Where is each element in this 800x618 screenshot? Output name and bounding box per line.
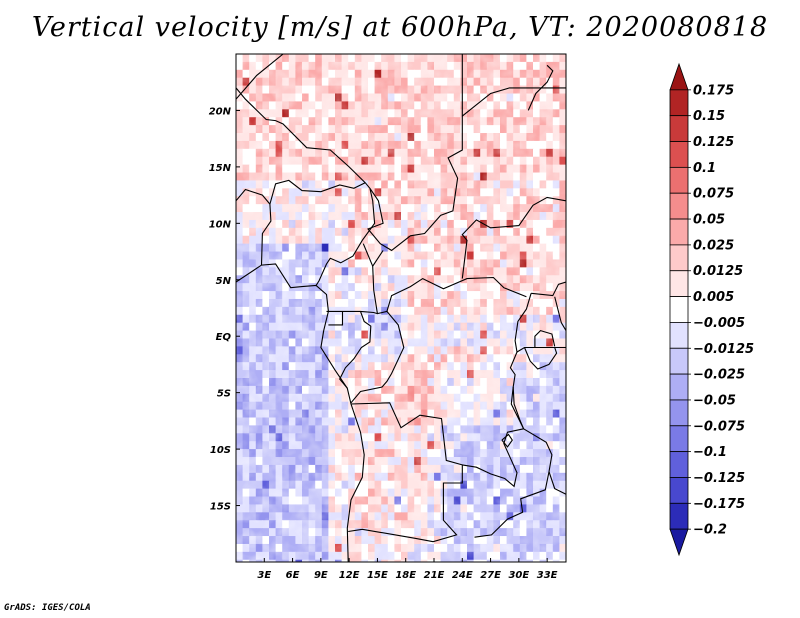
country-border [554, 296, 566, 331]
colorbar-label: −0.175 [693, 497, 745, 512]
country-border [474, 428, 553, 538]
colorbar-bin [669, 296, 689, 323]
colorbar-bin [669, 425, 689, 453]
country-border [548, 471, 566, 495]
colorbar-bin [669, 244, 689, 272]
country-border [461, 87, 566, 117]
country-border [523, 347, 558, 370]
country-border [512, 386, 525, 430]
colorbar-bin [669, 451, 689, 478]
x-tick-label: 3E [257, 570, 271, 581]
colorbar-label: −0.05 [693, 393, 736, 408]
colorbar-label: 0.125 [693, 135, 734, 150]
country-border [315, 188, 376, 286]
country-border [461, 196, 566, 279]
colorbar-label: −0.005 [693, 316, 745, 331]
colorbar-bin [669, 347, 689, 375]
x-tick-label: 15E [367, 570, 388, 581]
colorbar-bin [669, 89, 689, 117]
country-boundaries [236, 54, 566, 562]
colorbar-label: 0.05 [693, 213, 725, 228]
colorbar-label: −0.125 [693, 471, 745, 486]
colorbar-label: 0.15 [693, 109, 725, 124]
country-border [527, 64, 554, 111]
x-tick-label: 24E [452, 570, 473, 581]
country-border [236, 54, 284, 100]
colorbar-label: 0.1 [693, 161, 716, 176]
colorbar-bin [669, 192, 689, 220]
country-border [372, 250, 527, 315]
country-border [531, 281, 566, 297]
colorbar-bin [669, 502, 689, 530]
colorbar-bin [669, 270, 689, 297]
x-tick-label: 27E [480, 570, 501, 581]
country-border [524, 329, 556, 349]
y-tick-label: 20N [209, 106, 232, 117]
colorbar-label: 0.075 [693, 187, 734, 202]
country-border [236, 87, 371, 189]
colorbar-label: −0.2 [693, 523, 727, 538]
colorbar-label: 0.0125 [693, 264, 743, 279]
country-border [348, 402, 463, 543]
colorbar-label: 0.025 [693, 238, 734, 253]
y-tick-label: 5S [217, 389, 231, 400]
colorbar-label: 0.175 [693, 83, 734, 98]
y-tick-label: EQ [216, 332, 232, 343]
colorbar-label: 0.005 [693, 290, 734, 305]
velocity-field-texture [236, 54, 566, 562]
colorbar-bin [669, 141, 689, 168]
colorbar-bin [669, 115, 689, 142]
colorbar-top-arrow [669, 62, 689, 91]
colorbar-bin [669, 373, 689, 401]
chart-title: Vertical velocity [m/s] at 600hPa, VT: 2… [31, 12, 769, 43]
x-tick-label: 33E [537, 570, 558, 581]
colorbar-bottom-arrow [669, 528, 689, 557]
colorbar-bin [669, 477, 689, 504]
colorbar-bin [669, 166, 689, 194]
y-tick-label: 10N [209, 219, 232, 230]
x-axis: 3E 6E 9E 12E 15E 18E 21E 24E 27E 30E 33E [257, 558, 558, 581]
y-tick-label: 5N [216, 276, 232, 287]
colorbar-bin [669, 399, 689, 427]
y-tick-label: 15S [210, 502, 231, 513]
x-tick-label: 6E [286, 570, 300, 581]
colorbar-label: −0.1 [693, 445, 727, 460]
country-border [362, 243, 374, 267]
y-tick-label: 15N [209, 163, 232, 174]
y-tick-label: 10S [210, 445, 231, 456]
x-tick-label: 30E [508, 570, 529, 581]
map-frame [235, 53, 567, 563]
x-tick-label: 21E [424, 570, 445, 581]
country-border [236, 263, 365, 562]
country-border [328, 311, 344, 326]
colorbar-bin [669, 218, 689, 246]
x-tick-label: 18E [395, 570, 416, 581]
country-border [339, 311, 372, 389]
country-border [269, 179, 366, 205]
country-border [367, 54, 463, 252]
x-tick-label: 12E [339, 570, 360, 581]
colorbar-label: −0.0125 [693, 342, 754, 357]
country-border [350, 311, 405, 404]
colorbar-label: −0.025 [693, 368, 745, 383]
x-tick-label: 9E [314, 570, 328, 581]
country-border [462, 293, 532, 488]
y-axis: 20N 15N 10N 5N EQ 5S 10S 15S [209, 106, 240, 513]
country-border [501, 433, 513, 448]
colorbar-bin [669, 322, 689, 349]
colorbar-label: −0.075 [693, 419, 745, 434]
grads-credit: GrADS: IGES/COLA [4, 603, 91, 613]
